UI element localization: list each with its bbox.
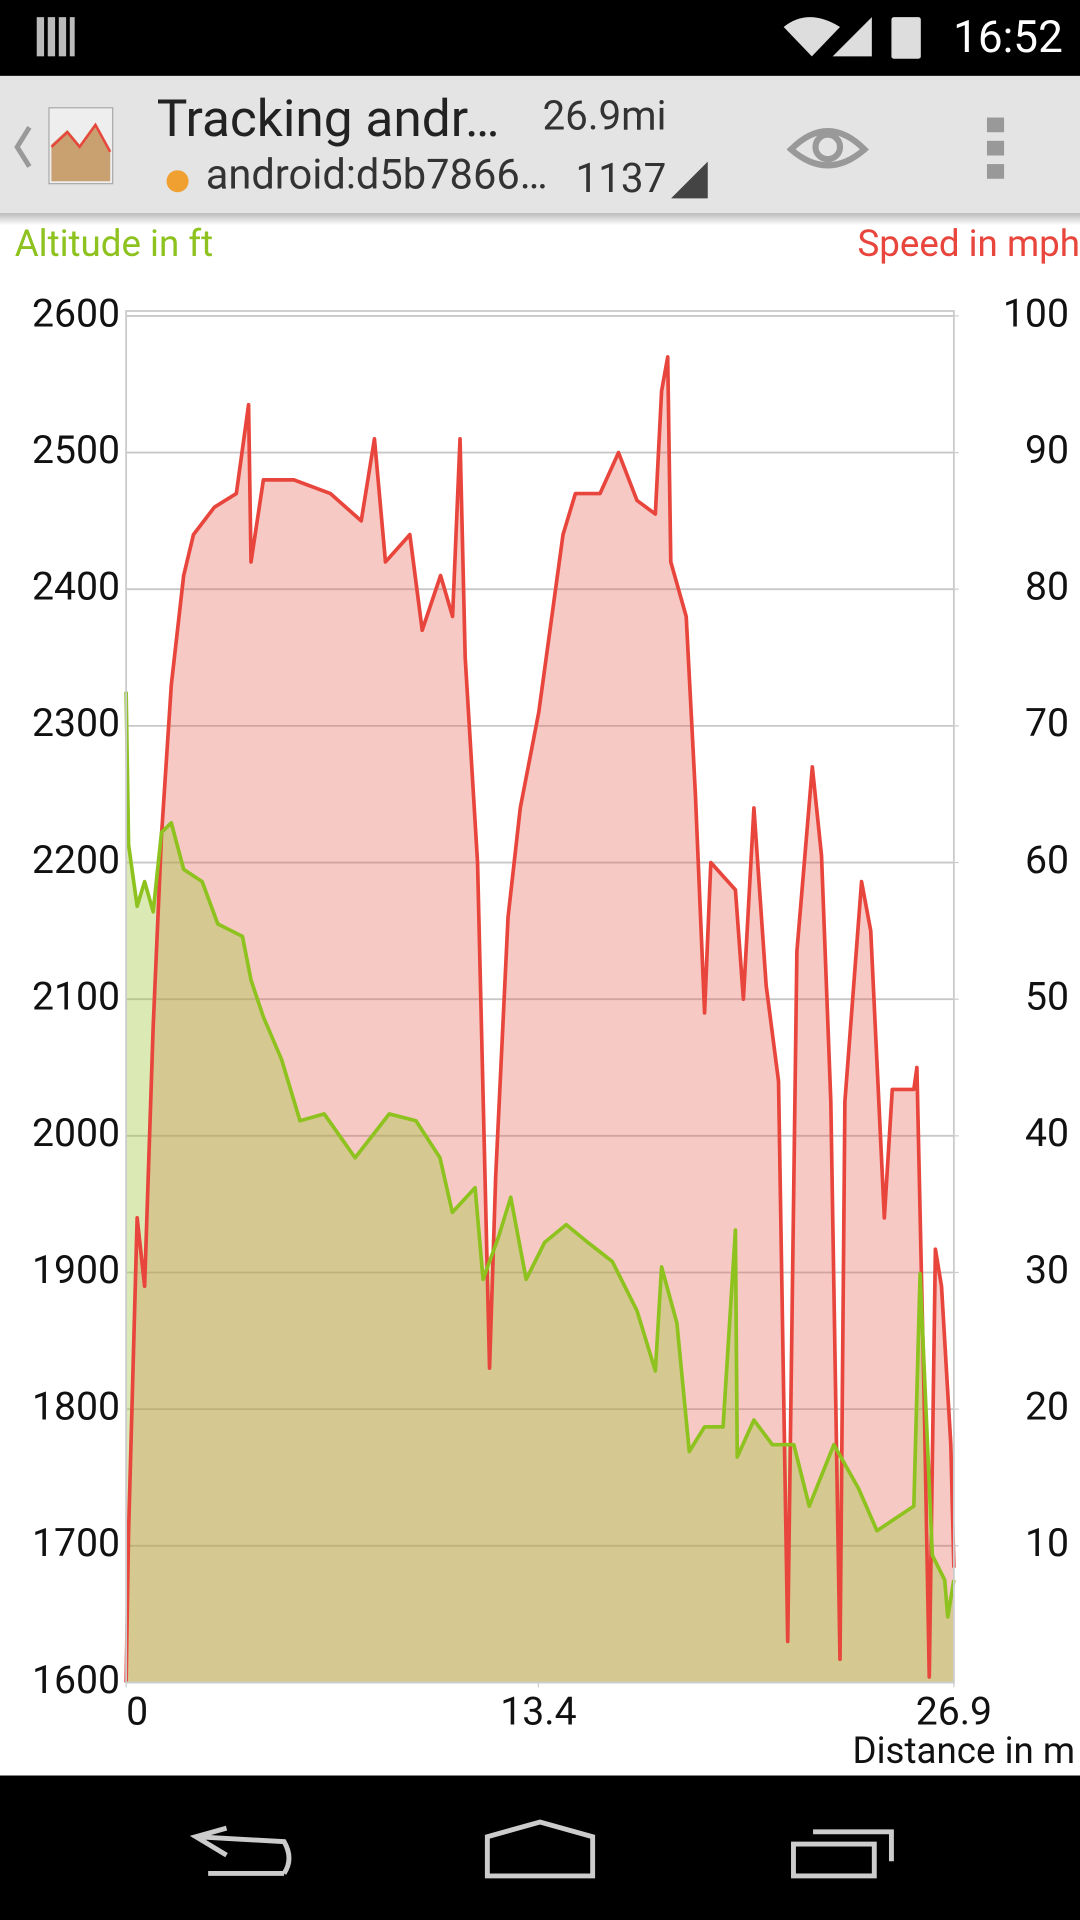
navigation-bar — [0, 1775, 1080, 1920]
y-tick-label: 1700 — [32, 1520, 120, 1566]
track-distance: 26.9mi — [542, 92, 666, 139]
y-tick-label: 2100 — [32, 974, 120, 1020]
y2-tick-label: 100 — [1003, 290, 1069, 336]
plot: 1600 1700 1800 1900 2000 2100 2200 2300 2400 2500… — [32, 290, 1069, 1734]
series-area — [126, 691, 954, 1683]
y2-tick-label: 80 — [1025, 564, 1069, 610]
y2-tick-label: 40 — [1025, 1110, 1069, 1156]
wifi-icon — [783, 17, 840, 57]
x-axis-title: Distance in m — [853, 1729, 1076, 1772]
battery-icon — [891, 17, 921, 59]
y2-tick-label: 60 — [1025, 837, 1069, 883]
y2-tick-label: 30 — [1025, 1247, 1069, 1293]
y-tick-label: 1800 — [32, 1383, 120, 1429]
y-axis-title: Altitude in ft — [15, 222, 213, 265]
series-area — [126, 356, 954, 1683]
y2-tick-label: 50 — [1025, 974, 1069, 1020]
y-tick-label: 2400 — [32, 564, 120, 610]
spinner-arrow[interactable] — [671, 161, 708, 199]
series-line — [124, 691, 956, 1619]
up-button[interactable] — [14, 126, 32, 168]
x-tick-label: 13.4 — [500, 1689, 576, 1735]
y-tick-label: 1600 — [32, 1657, 120, 1703]
overflow-menu[interactable] — [986, 117, 1005, 179]
y2-tick-label: 70 — [1025, 700, 1069, 746]
series-line — [124, 355, 956, 1683]
y2-tick-label: 90 — [1025, 427, 1069, 473]
y-tick-label: 2300 — [32, 700, 120, 746]
track-points: 1137 — [576, 155, 667, 202]
x-tick-label: 26.9 — [916, 1689, 992, 1735]
back-button[interactable] — [189, 1825, 292, 1876]
y2-axis-title: Speed in mph — [857, 222, 1080, 265]
y-tick-label: 2600 — [32, 290, 120, 336]
app-icon[interactable] — [48, 107, 114, 185]
y-tick-label: 2500 — [32, 427, 120, 473]
recents-button[interactable] — [791, 1829, 894, 1879]
home-button[interactable] — [484, 1819, 596, 1879]
track-subtitle: android:d5b7866… — [206, 151, 548, 200]
notification-icon — [36, 17, 75, 57]
track-source-icon — [166, 170, 189, 193]
track-title: Tracking andr… — [157, 88, 500, 149]
y-tick-label: 2200 — [32, 837, 120, 883]
y-tick-label: 2000 — [32, 1110, 120, 1156]
y2-tick-label: 10 — [1025, 1520, 1069, 1566]
y2-tick-label: 20 — [1025, 1383, 1069, 1429]
x-tick-label: 0 — [126, 1689, 148, 1735]
view-button[interactable] — [786, 127, 869, 169]
y-tick-label: 1900 — [32, 1247, 120, 1293]
clock: 16:52 — [953, 11, 1063, 63]
plot-frame — [125, 310, 955, 1684]
action-bar-shadow — [0, 213, 1080, 226]
